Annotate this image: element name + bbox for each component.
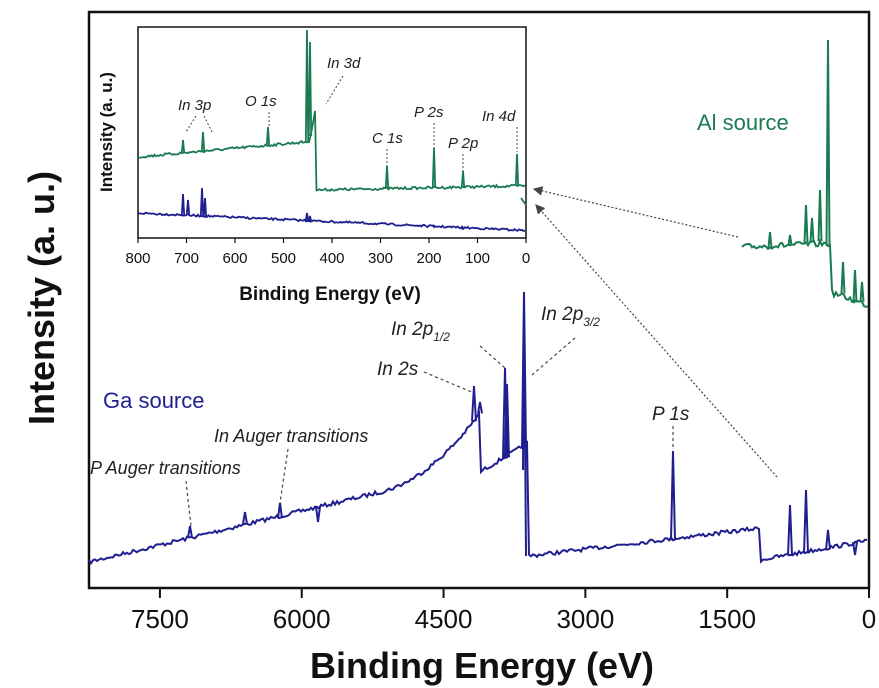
leader-in-3p-b: [203, 115, 213, 133]
leader-in-3p-a: [185, 115, 197, 133]
ga-source-spectrum-inset: [137, 187, 526, 232]
main-x-tick-label: 4500: [415, 604, 473, 634]
inset-background: [131, 22, 529, 242]
annotation-in-3d: In 3d: [327, 55, 361, 72]
inset-x-tick-label: 800: [125, 250, 150, 267]
main-y-axis-label: Intensity (a. u.): [21, 171, 62, 425]
al-source-spectrum-main: [741, 39, 869, 308]
inset-x-tick-label: 300: [368, 250, 393, 267]
annotation-in-4d: In 4d: [482, 108, 516, 125]
annotation-in-3p: In 3p: [178, 97, 211, 114]
leader-p-auger: [185, 480, 192, 527]
annotation-p-2s: P 2s: [414, 104, 444, 121]
inset-x-tick-label: 700: [174, 250, 199, 267]
inset-x-tick-label: 400: [319, 250, 344, 267]
ga-source-spectrum-main: [88, 291, 868, 566]
inset-x-tick-labels: 800 700 600 500 400 300 200 100 0: [125, 250, 530, 267]
ga-source-legend: Ga source: [103, 388, 205, 413]
inset-arrow-ga: [535, 204, 778, 478]
annotation-o-1s: O 1s: [245, 93, 277, 110]
leader-in-2s: [423, 371, 475, 394]
inset-x-ticks: [137, 238, 527, 243]
annotation-p-1s: P 1s: [652, 404, 690, 425]
main-x-tick-labels: 7500 6000 4500 3000 1500 0: [131, 604, 876, 634]
main-x-tick-label: 7500: [131, 604, 189, 634]
annotation-in-2p32: In 2p3/2: [541, 304, 600, 329]
inset-x-tick-label: 600: [222, 250, 247, 267]
annotation-in-2s: In 2s: [377, 359, 419, 380]
inset-x-tick-label: 500: [271, 250, 296, 267]
inset-peak-annotations: In 3p O 1s In 3d C 1s P 2s P 2p In 4d: [178, 55, 518, 171]
main-x-ticks: [158, 588, 870, 598]
leader-in-2p12: [479, 345, 506, 369]
annotation-c-1s: C 1s: [372, 130, 403, 147]
leader-in-auger: [279, 448, 289, 504]
main-x-axis-label: Binding Energy (eV): [310, 645, 654, 686]
al-source-legend: Al source: [697, 110, 789, 135]
leader-in-2p32: [531, 337, 576, 376]
inset-y-axis-label: Intensity (a. u.): [97, 72, 116, 192]
inset-x-tick-label: 200: [416, 250, 441, 267]
inset-arrow-al: [532, 186, 739, 238]
leader-in-3d: [325, 75, 344, 105]
main-x-tick-label: 1500: [698, 604, 756, 634]
inset-x-axis-label: Binding Energy (eV): [239, 284, 421, 305]
annotation-p-auger: P Auger transitions: [90, 458, 241, 478]
main-x-tick-label: 0: [862, 604, 876, 634]
main-x-tick-label: 6000: [273, 604, 331, 634]
annotation-in-auger: In Auger transitions: [214, 426, 368, 446]
inset-x-tick-label: 100: [465, 250, 490, 267]
inset-x-tick-label: 0: [522, 250, 530, 267]
annotation-p-2p: P 2p: [448, 135, 478, 152]
main-x-tick-label: 3000: [556, 604, 614, 634]
main-plot-frame: [87, 10, 871, 590]
annotation-in-2p12: In 2p1/2: [391, 319, 450, 344]
